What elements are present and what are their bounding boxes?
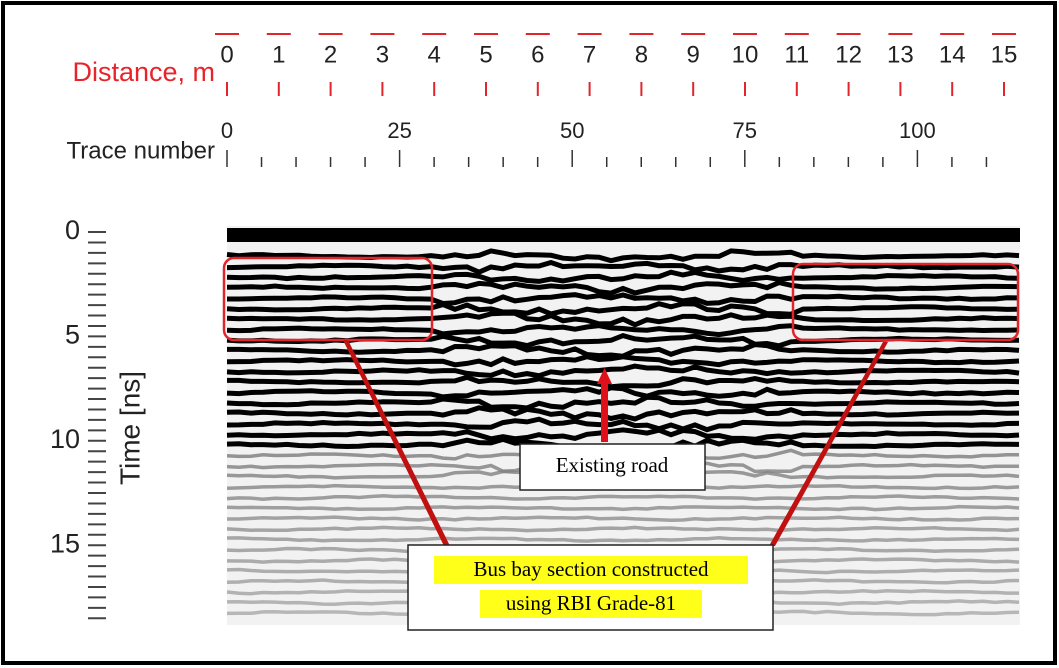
- time-label: Time [ns]: [114, 371, 145, 485]
- time-tick-label: 5: [65, 320, 80, 350]
- trace-tick-label: 75: [733, 118, 757, 143]
- distance-tick-label: 8: [635, 41, 648, 68]
- distance-tick-label: 1: [272, 41, 285, 68]
- reflection: [227, 527, 1019, 530]
- distance-tick-label: 6: [531, 41, 544, 68]
- distance-tick-label: 9: [687, 41, 700, 68]
- time-tick-label: 0: [65, 215, 80, 245]
- distance-tick-label: 2: [324, 41, 337, 68]
- distance-label: Distance, m: [72, 57, 215, 87]
- distance-tick-label: 0: [220, 41, 233, 68]
- distance-tick-label: 5: [479, 41, 492, 68]
- distance-tick-label: 11: [784, 41, 809, 68]
- trace-tick-label: 25: [387, 118, 411, 143]
- arrow-shaft: [601, 382, 608, 442]
- annotation: Bus bay section constructed: [473, 557, 709, 581]
- distance-tick-label: 3: [376, 41, 389, 68]
- distance-tick-label: 14: [939, 41, 966, 68]
- annotation: Existing road: [556, 453, 669, 477]
- trace-tick-label: 100: [899, 118, 936, 143]
- distance-tick-label: 4: [428, 41, 441, 68]
- surface-band: [227, 228, 1020, 242]
- distance-tick-label: 13: [887, 41, 914, 68]
- trace-tick-label: 50: [560, 118, 584, 143]
- trace-label: Trace number: [67, 137, 216, 164]
- distance-tick-label: 10: [732, 41, 759, 68]
- distance-tick-label: 7: [583, 41, 596, 68]
- annotation: using RBI Grade-81: [506, 591, 676, 615]
- figure: Distance, m Trace number Time [ns] 01234…: [0, 0, 1059, 668]
- time-tick-label: 10: [50, 424, 80, 454]
- trace-tick-label: 0: [221, 118, 233, 143]
- time-tick-label: 15: [50, 528, 80, 558]
- distance-tick-label: 15: [991, 41, 1018, 68]
- distance-tick-label: 12: [835, 41, 862, 68]
